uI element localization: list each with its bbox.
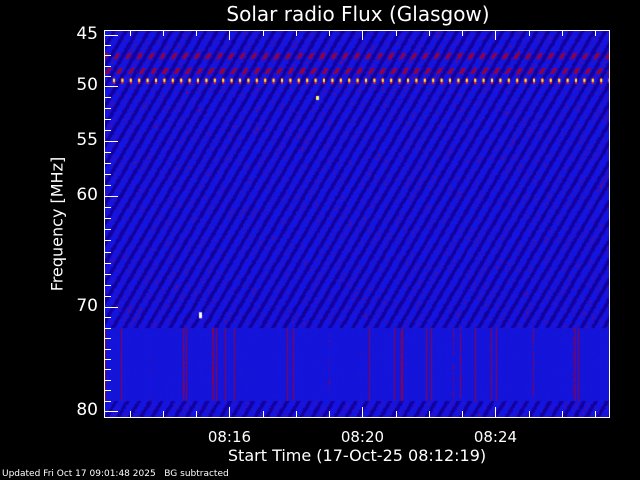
y-tick-label: 50 [76, 75, 98, 95]
y-minor-tick [104, 251, 111, 253]
y-minor-tick [104, 369, 111, 371]
y-minor-tick [104, 240, 111, 242]
x-minor-tick [196, 411, 198, 417]
y-minor-tick [104, 262, 111, 264]
x-tick-label: 08:20 [340, 428, 385, 446]
y-tick-label: 70 [76, 296, 98, 316]
y-minor-tick [104, 379, 111, 381]
y-major-tick [104, 86, 118, 87]
x-major-tick [362, 30, 364, 40]
x-tick-label: 08:16 [207, 428, 252, 446]
x-minor-tick [295, 30, 297, 36]
y-minor-tick [104, 55, 111, 57]
y-minor-tick [104, 97, 111, 98]
y-minor-tick [104, 229, 111, 231]
y-minor-tick [104, 108, 111, 109]
x-major-tick [495, 407, 497, 417]
y-minor-tick [104, 284, 111, 286]
x-minor-tick [395, 30, 397, 36]
y-major-tick [104, 196, 118, 197]
y-minor-tick [104, 163, 111, 164]
x-major-tick [495, 30, 497, 40]
y-major-tick [104, 307, 118, 308]
x-minor-tick [162, 411, 164, 417]
y-minor-tick [104, 327, 111, 329]
bg-subtracted-note: BG subtracted [164, 469, 229, 479]
y-major-tick [104, 35, 118, 36]
y-minor-tick [104, 185, 111, 186]
x-minor-tick [528, 30, 530, 36]
y-major-tick [104, 411, 118, 412]
y-minor-tick [104, 65, 111, 67]
x-minor-tick [295, 411, 297, 417]
y-minor-tick [104, 174, 111, 175]
y-tick-label: 60 [76, 185, 98, 205]
x-minor-tick [329, 411, 331, 417]
y-minor-tick [104, 317, 111, 319]
x-minor-tick [262, 411, 264, 417]
x-axis-title: Start Time (17-Oct-25 08:12:19) [227, 446, 487, 465]
y-minor-tick [104, 390, 111, 392]
x-minor-tick [561, 411, 563, 417]
y-tick-label: 45 [76, 24, 98, 44]
x-minor-tick [595, 411, 597, 417]
x-major-tick [362, 407, 364, 417]
x-minor-tick [462, 411, 464, 417]
x-minor-tick [462, 30, 464, 36]
y-minor-tick [104, 338, 111, 340]
y-major-tick [104, 141, 118, 142]
y-minor-tick [104, 45, 111, 47]
y-minor-tick [104, 130, 111, 131]
chart-title: Solar radio Flux (Glasgow) [226, 2, 490, 26]
x-minor-tick [428, 30, 430, 36]
y-minor-tick [104, 152, 111, 153]
y-minor-tick [104, 295, 111, 297]
x-minor-tick [162, 30, 164, 36]
footer-status: Updated Fri Oct 17 09:01:48 2025 BG subt… [2, 469, 229, 479]
x-major-tick [229, 30, 231, 40]
x-minor-tick [395, 411, 397, 417]
x-minor-tick [129, 411, 131, 417]
x-minor-tick [528, 411, 530, 417]
y-minor-tick [104, 400, 111, 402]
spectrogram-plot [104, 30, 610, 418]
y-minor-tick [104, 75, 111, 77]
x-minor-tick [561, 30, 563, 36]
x-minor-tick [196, 30, 198, 36]
x-minor-tick [595, 30, 597, 36]
x-minor-tick [329, 30, 331, 36]
y-tick-label: 80 [76, 400, 98, 420]
y-minor-tick [104, 348, 111, 350]
y-minor-tick [104, 119, 111, 120]
x-minor-tick [428, 411, 430, 417]
y-tick-label: 55 [76, 130, 98, 150]
y-minor-tick [104, 207, 111, 209]
y-axis-title: Frequency [MHz] [47, 156, 67, 292]
y-minor-tick [104, 218, 111, 220]
spectrogram-heatmap [105, 31, 609, 417]
x-minor-tick [262, 30, 264, 36]
y-minor-tick [104, 359, 111, 360]
x-minor-tick [129, 30, 131, 36]
x-tick-label: 08:24 [473, 428, 518, 446]
x-major-tick [229, 407, 231, 417]
y-minor-tick [104, 273, 111, 275]
updated-timestamp: Updated Fri Oct 17 09:01:48 2025 [2, 469, 156, 479]
